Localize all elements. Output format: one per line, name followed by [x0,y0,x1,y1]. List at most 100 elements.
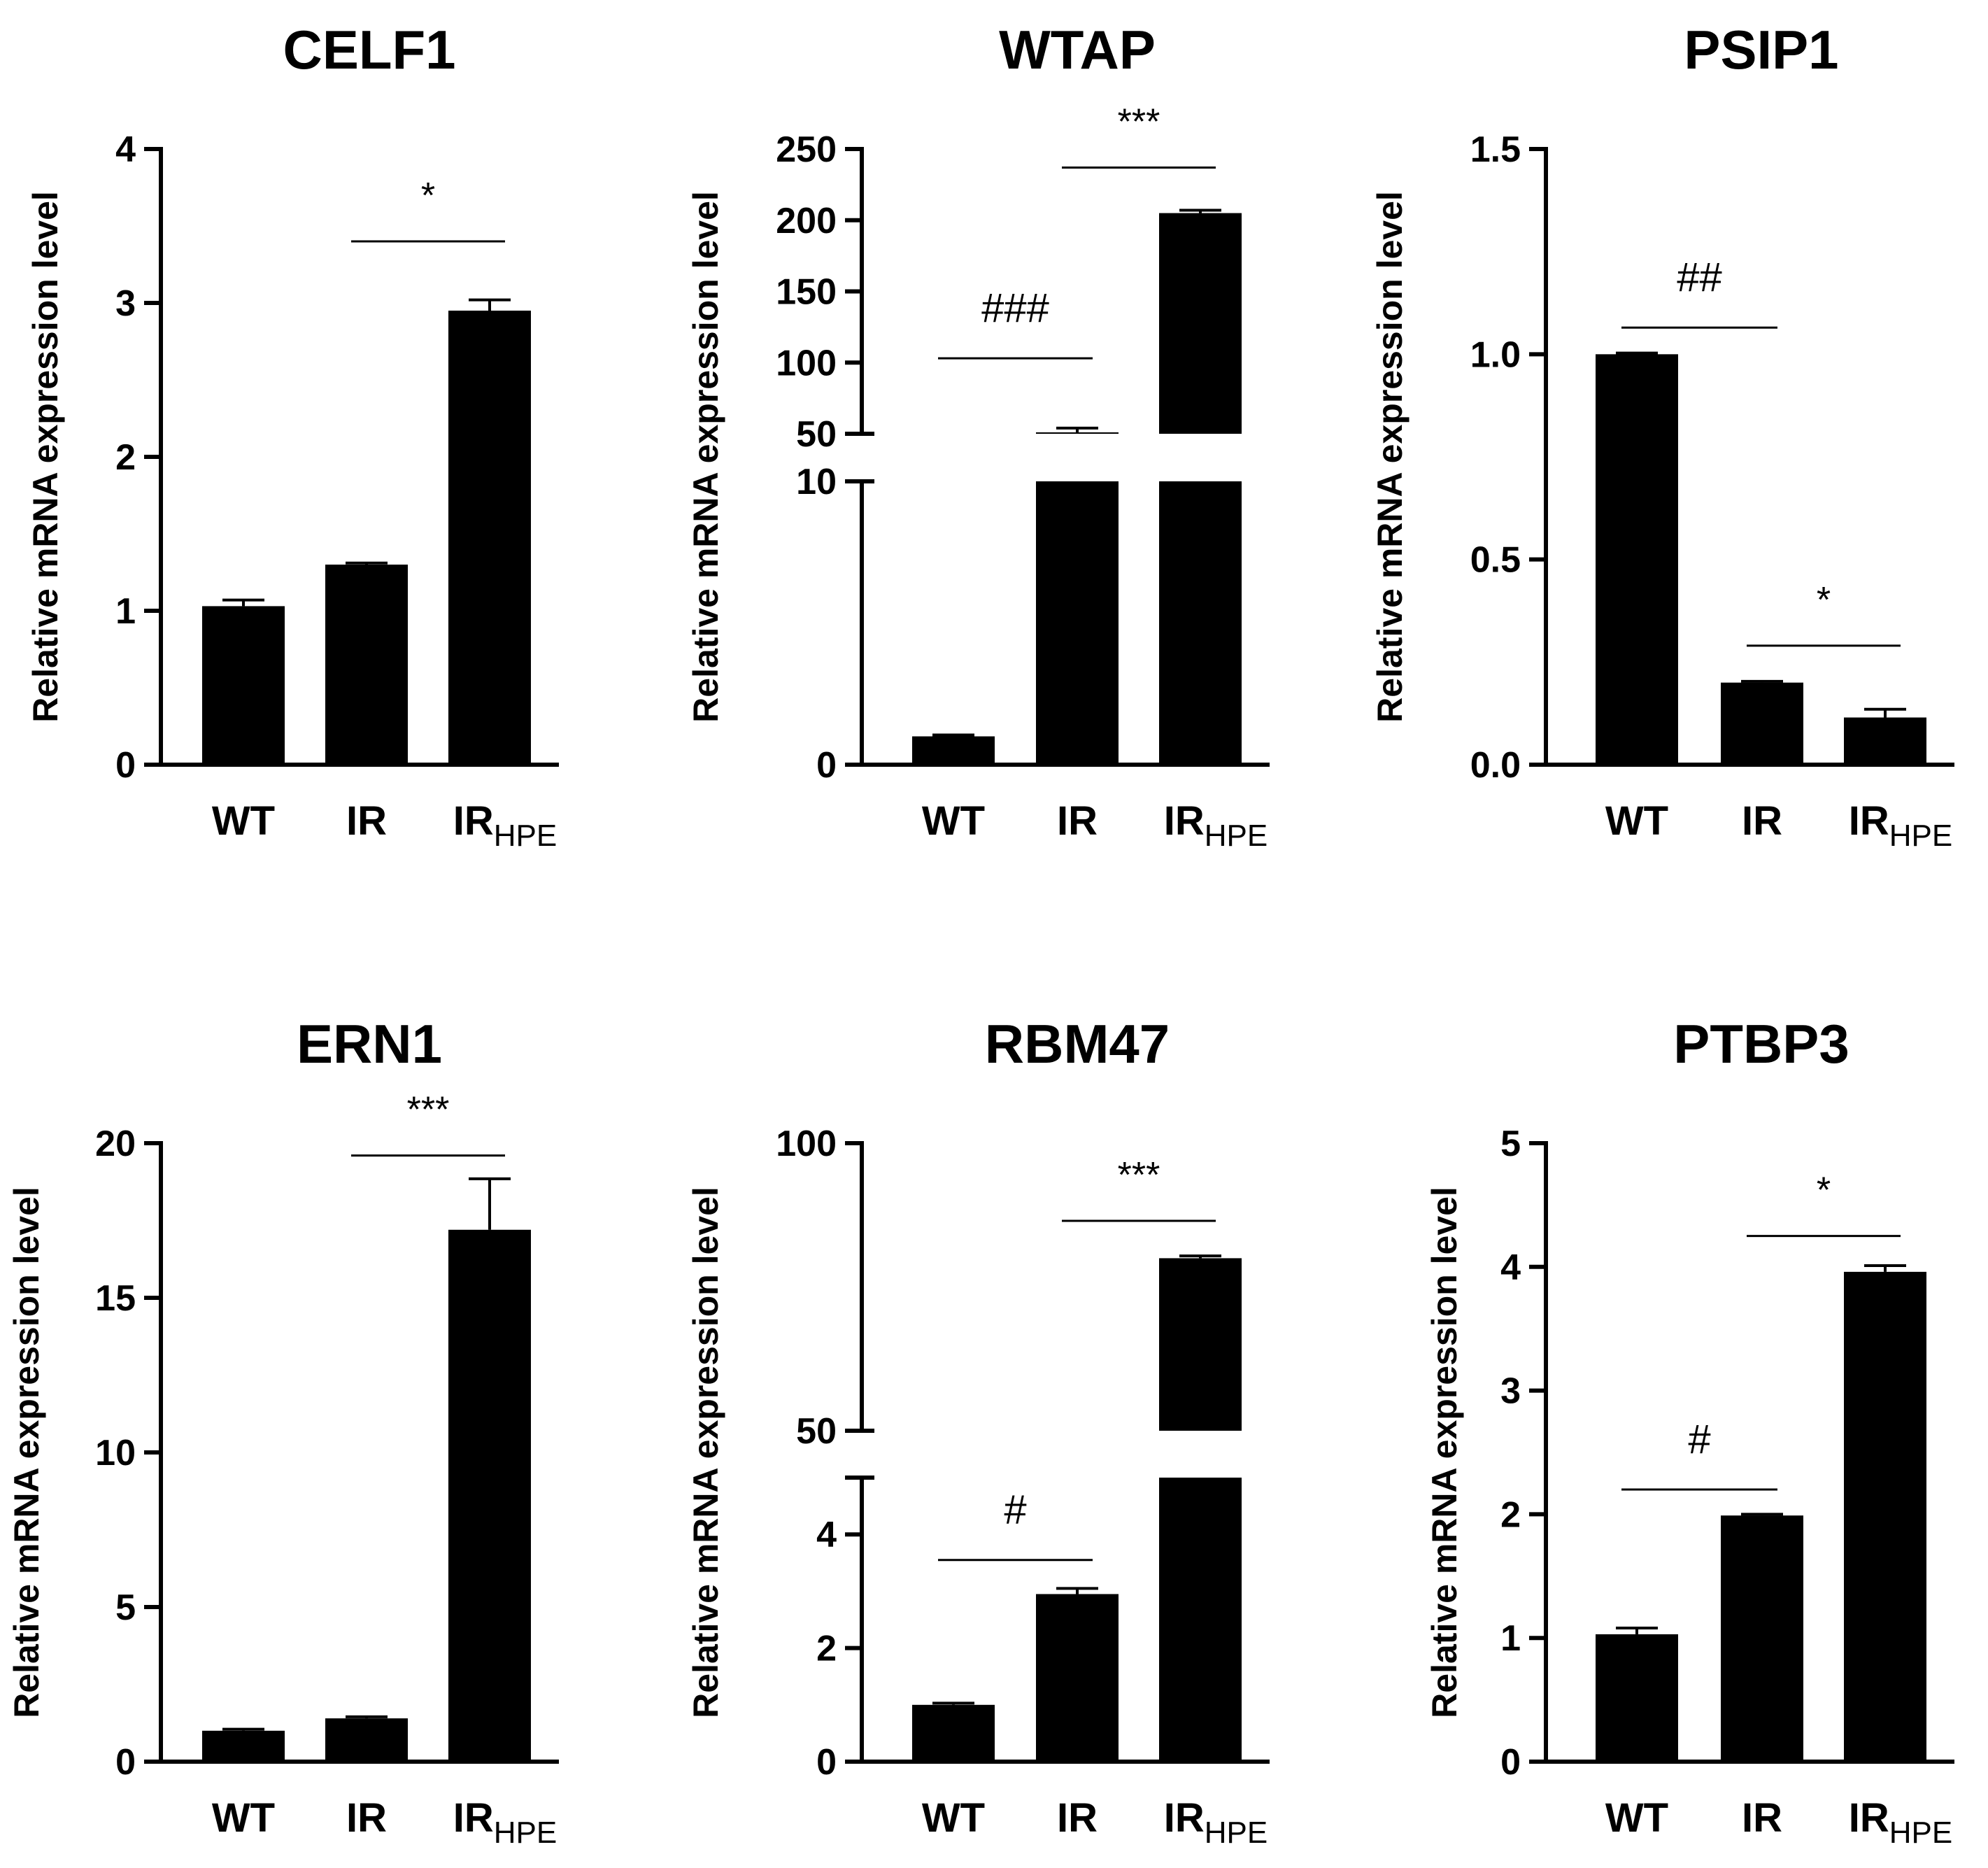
category-label: IR [1057,1795,1098,1841]
category-label: IRHPE [1849,1795,1952,1850]
significance-label: *** [407,1090,450,1131]
y-axis-label: Relative mRNA expression level [686,191,725,723]
y-tick-label: 0 [1500,1742,1521,1783]
category-label: IR [1742,1795,1782,1841]
y-tick-label: 3 [115,283,136,324]
bar [1844,1271,1926,1762]
chart-title: PTBP3 [1673,1013,1849,1075]
y-tick-label: 2 [115,437,136,478]
y-tick-label: 150 [776,272,837,313]
bar [202,1730,285,1762]
y-tick-label: 250 [776,129,837,170]
category-label: WT [922,1795,985,1841]
significance-label: *** [1118,101,1160,142]
bar [202,606,285,765]
chart-psip1: PSIP1 Relative mRNA expression level 0.0 0.… [1370,19,1954,853]
bar [1159,1258,1242,1431]
bar [1596,354,1678,765]
y-tick-label: 1 [1500,1618,1521,1659]
chart-ptbp3: PTBP3 Relative mRNA expression level 0 1 2 3 4… [1425,1013,1954,1850]
bar [912,1704,995,1762]
significance-label: *** [1118,1155,1160,1196]
y-tick-label: 1.0 [1470,334,1521,375]
y-axis-label: Relative mRNA expression level [26,191,65,723]
bar [1721,682,1803,765]
bar [325,1718,408,1762]
y-tick-label: 0 [115,1742,136,1783]
category-label: IRHPE [453,1795,557,1850]
category-label: IR [346,1795,387,1841]
category-label: WT [1605,798,1668,844]
bar [448,1229,531,1762]
bar [1721,1515,1803,1762]
y-tick-label: 15 [95,1278,136,1319]
y-tick-label: 100 [776,343,837,383]
y-axis-label: Relative mRNA expression level [7,1187,46,1718]
category-label: IR [346,798,387,844]
y-tick-label: 5 [115,1587,136,1628]
significance-label: * [1817,580,1831,621]
bar [1159,481,1242,765]
y-tick-label: 0.5 [1470,540,1521,581]
y-tick-label: 5 [1500,1124,1521,1164]
significance-label: * [1817,1170,1831,1211]
y-tick-label: 2 [816,1629,837,1669]
category-label: IRHPE [1164,1795,1268,1850]
bar [448,311,531,765]
chart-wtap: WTAP Relative mRNA expression level 0 10 50 1… [686,19,1270,853]
y-tick-label: 50 [796,414,837,455]
category-label: WT [1605,1795,1668,1841]
significance-label: ## [1677,255,1722,300]
bar [1036,432,1119,434]
category-label: WT [212,1795,275,1841]
bar [1036,481,1119,765]
y-tick-label: 10 [95,1433,136,1473]
bar [1159,213,1242,434]
chart-rbm47: RBM47 Relative mRNA expression level 0 2 4 50… [686,1013,1270,1850]
bar [1844,717,1926,765]
category-label: IR [1742,798,1782,844]
significance-label: # [1004,1487,1026,1533]
significance-label: # [1688,1417,1710,1462]
category-label: IRHPE [453,798,557,853]
y-tick-label: 4 [816,1515,837,1555]
category-label: IR [1057,798,1098,844]
chart-title: WTAP [999,19,1156,80]
y-tick-label: 0 [115,745,136,786]
y-tick-label: 0 [816,745,837,786]
chart-title: CELF1 [283,19,455,80]
y-tick-label: 50 [796,1411,837,1452]
bar [1596,1634,1678,1762]
significance-label: * [421,176,435,216]
category-label: WT [922,798,985,844]
y-tick-label: 4 [115,129,136,170]
chart-ern1: ERN1 Relative mRNA expression level 0 5 10 15… [7,1013,559,1850]
bar [1036,1594,1119,1762]
y-axis-label: Relative mRNA expression level [1370,191,1410,723]
y-tick-label: 4 [1500,1247,1521,1288]
y-tick-label: 1 [115,591,136,632]
significance-label: ### [981,285,1049,331]
y-tick-label: 0 [816,1742,837,1783]
chart-title: PSIP1 [1684,19,1838,80]
chart-title: RBM47 [985,1013,1170,1075]
category-label: IRHPE [1849,798,1952,853]
y-tick-label: 100 [776,1124,837,1164]
y-tick-label: 2 [1500,1494,1521,1535]
y-axis-label: Relative mRNA expression level [686,1187,725,1718]
bar [325,565,408,765]
y-tick-label: 0.0 [1470,745,1521,786]
chart-celf1: CELF1 Relative mRNA expression level 0 1 2 3 4… [26,19,559,853]
y-tick-label: 20 [95,1124,136,1164]
chart-title: ERN1 [297,1013,442,1075]
y-tick-label: 10 [796,462,837,502]
y-axis-label: Relative mRNA expression level [1425,1187,1464,1718]
category-label: IRHPE [1164,798,1268,853]
bar [1159,1478,1242,1762]
y-tick-label: 1.5 [1470,129,1521,170]
category-label: WT [212,798,275,844]
y-tick-label: 200 [776,201,837,241]
y-tick-label: 3 [1500,1371,1521,1412]
bar [912,736,995,765]
